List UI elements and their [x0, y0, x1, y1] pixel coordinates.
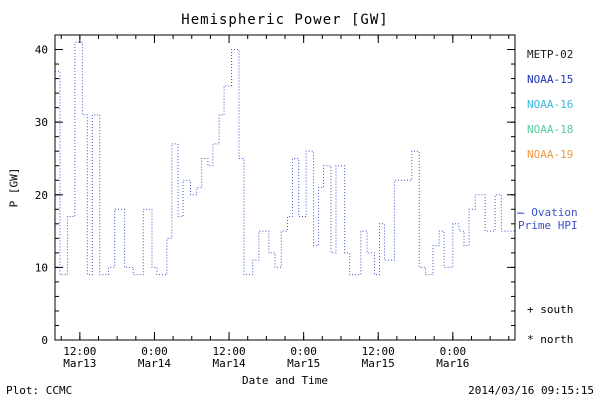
svg-text:0:00: 0:00 [141, 345, 168, 358]
plot-timestamp: 2014/03/16 09:15:15 [468, 384, 594, 397]
legend-ovation-line2: Prime HPI [518, 219, 578, 232]
legend-item-noaa18: NOAA-18 [527, 123, 574, 136]
legend-item-metp02: METP-02 [527, 48, 574, 61]
svg-text:10: 10 [35, 261, 48, 274]
legend-marker-south: + south [527, 303, 574, 316]
legend-ovation-prime-hpi: – Ovation Prime HPI [518, 206, 578, 232]
svg-text:Mar14: Mar14 [212, 357, 245, 370]
svg-text:Mar14: Mar14 [138, 357, 171, 370]
legend-ovation-line1: – Ovation [518, 206, 578, 219]
svg-text:Mar15: Mar15 [362, 357, 395, 370]
legend-satellites: METP-02 NOAA-15 NOAA-16 NOAA-18 NOAA-19 [527, 42, 573, 167]
svg-text:Mar16: Mar16 [436, 357, 469, 370]
svg-text:0: 0 [41, 334, 48, 347]
x-axis-label: Date and Time [241, 374, 329, 387]
svg-text:12:00: 12:00 [63, 345, 96, 358]
svg-text:12:00: 12:00 [362, 345, 395, 358]
chart-title: Hemispheric Power [GW] [181, 12, 389, 28]
plot-source-label: Plot: CCMC [6, 384, 73, 397]
legend-item-noaa19: NOAA-19 [527, 148, 574, 161]
legend-item-noaa16: NOAA-16 [527, 98, 574, 111]
svg-text:40: 40 [35, 44, 48, 57]
svg-text:Mar15: Mar15 [287, 357, 320, 370]
legend-marker-north: * north [527, 333, 574, 346]
svg-text:0:00: 0:00 [290, 345, 317, 358]
legend-item-noaa15: NOAA-15 [527, 73, 574, 86]
svg-text:Mar13: Mar13 [63, 357, 96, 370]
svg-text:12:00: 12:00 [212, 345, 245, 358]
y-axis-label: P [GW] [7, 167, 21, 208]
svg-text:0:00: 0:00 [440, 345, 467, 358]
svg-text:20: 20 [35, 189, 48, 202]
svg-text:30: 30 [35, 116, 48, 129]
